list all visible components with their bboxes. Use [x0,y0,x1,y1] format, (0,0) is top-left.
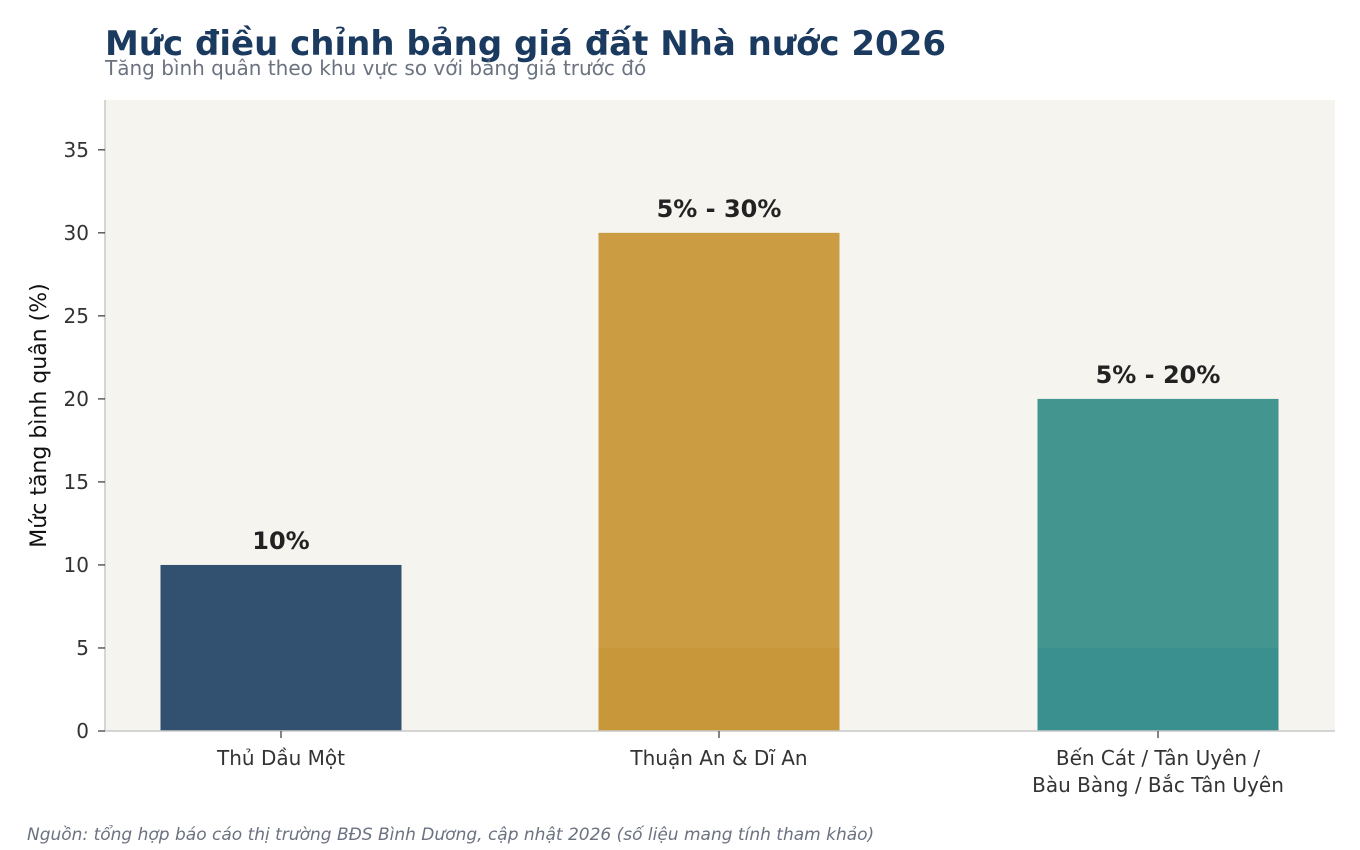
y-tick-label: 35 [64,138,89,162]
y-tick-label: 5 [76,636,89,660]
bar-range-base [598,647,840,731]
x-tick-label: Bến Cát / Tân Uyên / Bàu Bàng / Bắc Tân U… [1032,746,1284,797]
chart-title: Mức điều chỉnh bảng giá đất Nhà nước 202… [105,24,947,64]
y-tick-label: 20 [64,387,89,411]
bar [160,564,402,731]
x-tick-label: Thuận An & Dĩ An [629,746,807,770]
y-tick-label: 30 [64,221,89,245]
x-tick-label: Thủ Dầu Một [216,746,345,770]
y-tick-label: 10 [64,553,89,577]
data-label: 5% - 20% [1096,361,1221,389]
chart-subtitle: Tăng bình quân theo khu vực so với bảng … [105,56,647,80]
bar-range-base [1037,647,1279,731]
y-tick-label: 15 [64,470,89,494]
source-note: Nguồn: tổng hợp báo cáo thị trường BĐS B… [27,825,875,845]
y-tick-label: 25 [64,304,89,328]
data-label: 10% [252,527,309,555]
data-label: 5% - 30% [657,195,782,223]
y-axis-label: Mức tăng bình quân (%) [27,283,52,547]
y-tick-label: 0 [76,719,89,743]
